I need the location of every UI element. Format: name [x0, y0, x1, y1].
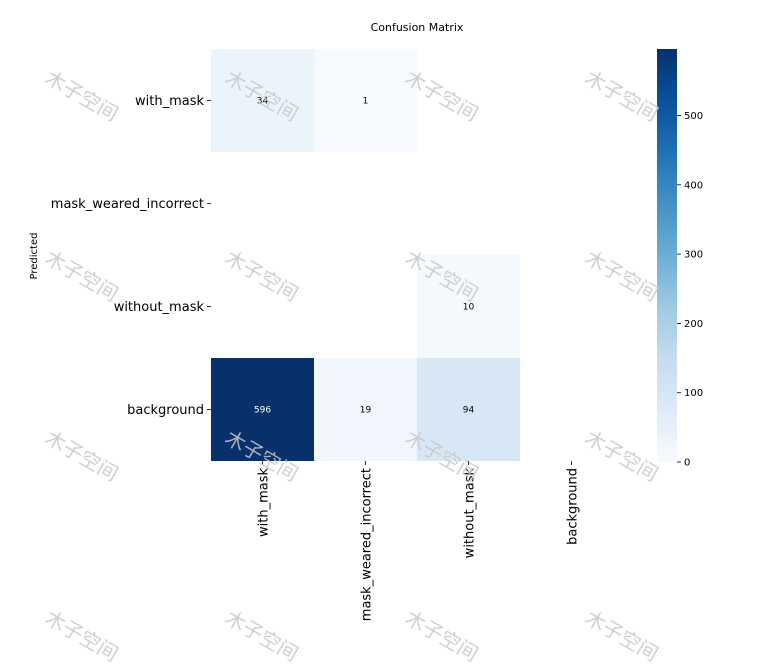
heatmap-cell	[314, 358, 417, 461]
colorbar-tick-label: 400	[684, 180, 703, 191]
heatmap-cells	[211, 49, 520, 461]
chart-title: Confusion Matrix	[371, 21, 464, 34]
heatmap-cell	[417, 358, 520, 461]
cell-value-label: 596	[254, 406, 271, 416]
colorbar-tick-label: 300	[684, 250, 703, 261]
colorbar-tick-label: 500	[684, 111, 703, 122]
cell-value-label: 1	[363, 97, 369, 107]
colorbar: 0 100 200 300 400 500	[657, 49, 703, 469]
cell-value-label: 10	[463, 303, 475, 313]
heatmap-cell	[417, 255, 520, 358]
colorbar-gradient	[657, 49, 677, 462]
colorbar-tick-label: 100	[684, 388, 703, 399]
colorbar-tick-label: 200	[684, 319, 703, 330]
column-tick-label: without_mask	[463, 468, 478, 559]
row-tick-label: mask_weared_incorrect	[51, 197, 204, 212]
cell-value-labels: 34 1 10 596 19 94	[254, 97, 475, 416]
row-tick-label: with_mask	[135, 94, 204, 109]
y-axis-label: Predicted	[29, 233, 40, 280]
column-tick-label: with_mask	[257, 468, 272, 537]
heatmap-cell	[314, 49, 417, 152]
heatmap-cell	[211, 358, 314, 461]
heatmap-cell	[211, 49, 314, 152]
colorbar-tick-label: 0	[684, 458, 690, 469]
column-tick-label: mask_weared_incorrect	[360, 468, 375, 621]
row-tick-label: without_mask	[114, 300, 205, 315]
row-tick-label: background	[127, 403, 204, 418]
cell-value-label: 34	[257, 97, 269, 107]
column-tick-labels: with_mask mask_weared_incorrect without_ma…	[257, 461, 581, 621]
cell-value-label: 94	[463, 406, 475, 416]
cell-value-label: 19	[360, 406, 372, 416]
row-tick-labels: with_mask mask_weared_incorrect without_ma…	[51, 94, 211, 418]
column-tick-label: background	[566, 468, 581, 545]
